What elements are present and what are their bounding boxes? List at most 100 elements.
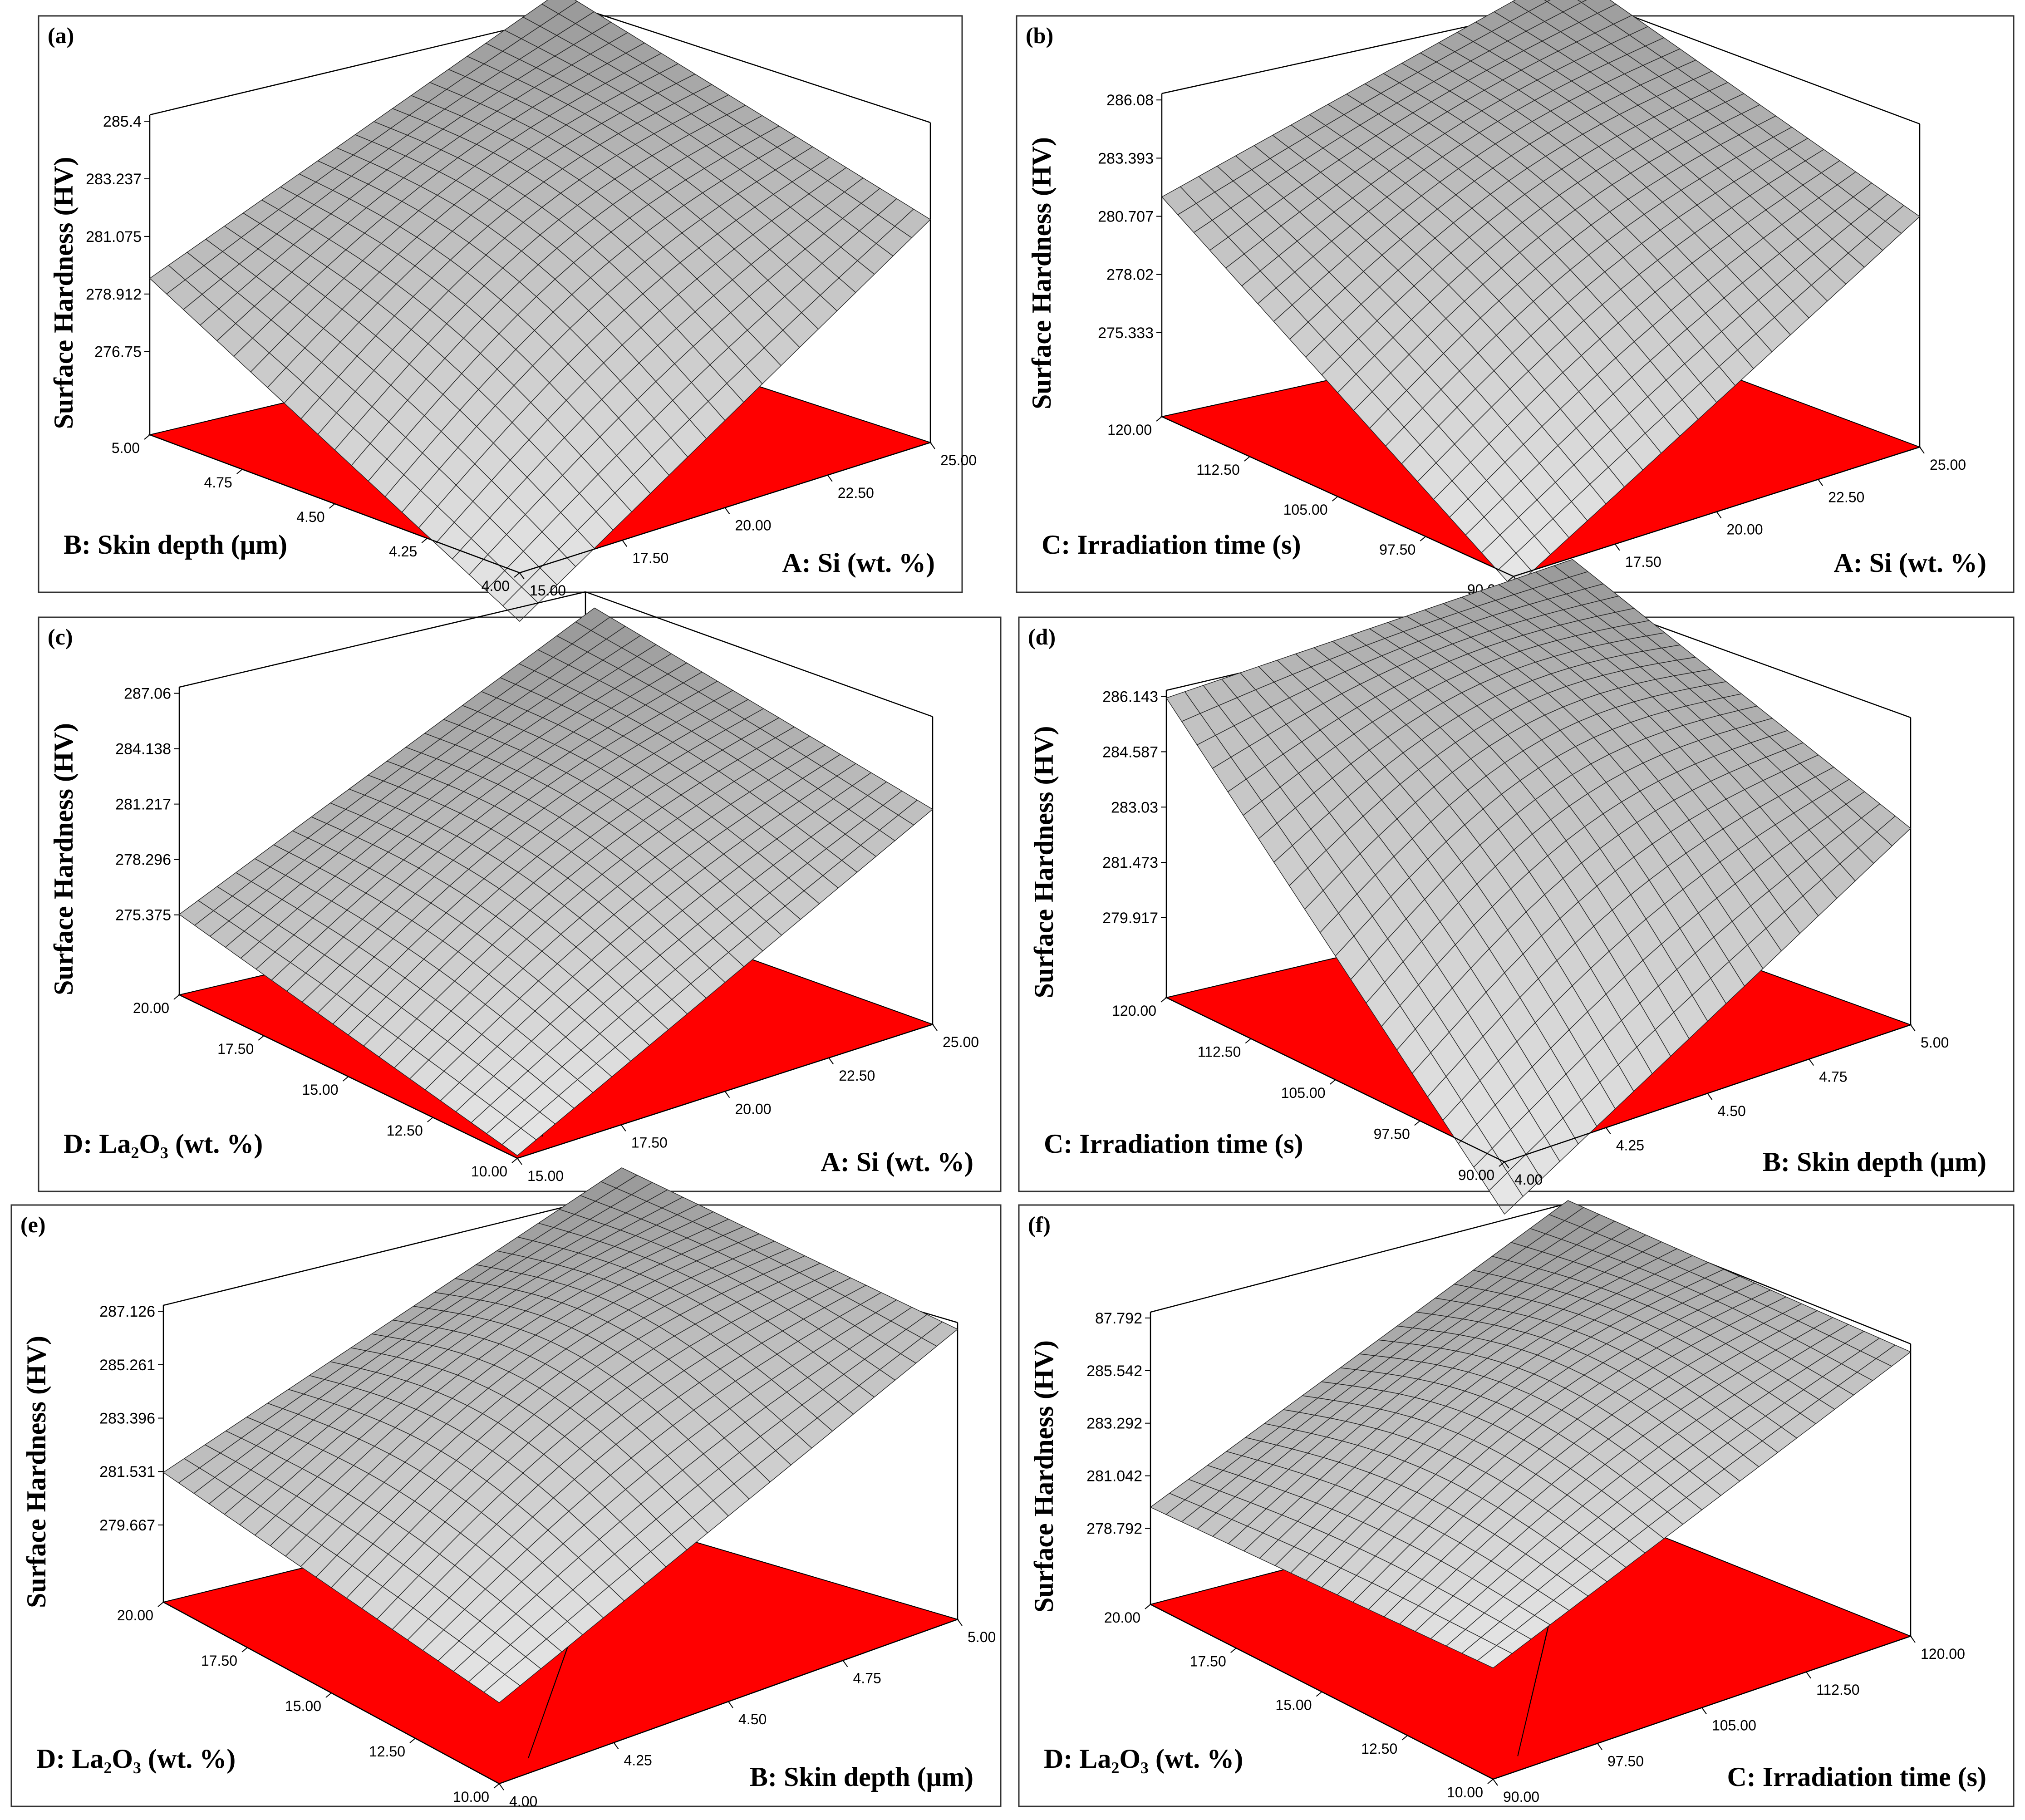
tick-mark bbox=[1160, 997, 1167, 1003]
right-axis-label: C: Irradiation time (s) bbox=[1727, 1762, 1986, 1792]
z-axis-label: Surface Hardness (HV) bbox=[49, 157, 79, 429]
z-tick-label: 286.143 bbox=[1102, 689, 1158, 706]
tick-label: 97.50 bbox=[1374, 1126, 1410, 1142]
panel-label: (c) bbox=[48, 624, 73, 649]
tick-label: 97.50 bbox=[1607, 1753, 1644, 1769]
panel-label: (a) bbox=[48, 23, 74, 48]
z-tick-label: 285.542 bbox=[1086, 1363, 1142, 1380]
tick-mark bbox=[409, 1738, 416, 1743]
surface-mesh bbox=[162, 1167, 958, 1703]
z-tick-label: 279.917 bbox=[1102, 910, 1158, 927]
tick-label: 15.00 bbox=[527, 1168, 564, 1184]
tick-label: 5.00 bbox=[968, 1629, 996, 1645]
right-axis: 15.00 17.50 20.00 22.50 25.00 bbox=[517, 1024, 979, 1184]
z-tick-label: 280.707 bbox=[1098, 208, 1154, 226]
panel-label: (b) bbox=[1026, 23, 1053, 48]
tick-mark bbox=[728, 1701, 733, 1708]
tick-mark bbox=[930, 442, 935, 449]
tick-label: 20.00 bbox=[735, 517, 772, 534]
chart-panel-b: (b) 275.333 278.02 280.707 283.393 286.08 Surf… bbox=[1016, 0, 2015, 602]
chart-panel-a: (a) 276.75 278.912 281.075 283.237 285.4 Surfa… bbox=[38, 0, 977, 622]
z-tick-label: 275.333 bbox=[1098, 325, 1154, 342]
box-edge bbox=[587, 10, 931, 123]
surface-cell bbox=[501, 1128, 537, 1156]
z-tick-label: 278.912 bbox=[86, 286, 142, 303]
tick-label: 17.50 bbox=[1625, 554, 1661, 570]
tick-mark bbox=[1504, 1161, 1509, 1169]
z-tick-label: 278.296 bbox=[115, 851, 171, 869]
z-axis: 279.917 281.473 283.03 284.587 286.143 bbox=[1102, 689, 1166, 927]
tick-mark bbox=[1919, 447, 1925, 454]
tick-label: 25.00 bbox=[943, 1034, 979, 1050]
tick-mark bbox=[1499, 1161, 1505, 1167]
z-axis-label: Surface Hardness (HV) bbox=[21, 1336, 51, 1608]
surface-mesh bbox=[1150, 1200, 1912, 1668]
left-axis-label: D: La₂O₃ (wt. %) bbox=[1044, 1744, 1243, 1774]
tick-label: 20.00 bbox=[133, 1000, 169, 1016]
z-tick-label: 275.375 bbox=[115, 907, 171, 924]
tick-mark bbox=[827, 475, 833, 482]
tick-label: 105.00 bbox=[1712, 1717, 1756, 1734]
box-edge bbox=[585, 591, 933, 718]
chart-panel-e: (e) 279.667 281.531 283.396 285.261 287.126 Su… bbox=[10, 1167, 1002, 1810]
tick-mark bbox=[622, 540, 628, 547]
z-axis: 279.667 281.531 283.396 285.261 287.126 bbox=[99, 1303, 163, 1534]
tick-mark bbox=[1420, 536, 1426, 541]
right-axis: 4.00 4.25 4.50 4.75 5.00 bbox=[1504, 1024, 1949, 1188]
z-tick-label: 287.126 bbox=[99, 1303, 155, 1320]
z-tick-label: 281.473 bbox=[1102, 854, 1158, 871]
tick-label: 25.00 bbox=[1930, 457, 1966, 473]
tick-label: 4.50 bbox=[738, 1711, 767, 1727]
surface-cell bbox=[1489, 1172, 1524, 1215]
tick-mark bbox=[1910, 1636, 1916, 1643]
tick-mark bbox=[421, 538, 428, 543]
tick-mark bbox=[1245, 1038, 1251, 1044]
z-tick-label: 284.138 bbox=[115, 741, 171, 758]
tick-mark bbox=[511, 1158, 518, 1163]
box-edge bbox=[1588, 0, 1920, 125]
z-tick-label: 286.08 bbox=[1106, 92, 1154, 109]
tick-mark bbox=[1329, 1079, 1336, 1085]
tick-mark bbox=[1605, 1127, 1611, 1135]
tick-mark bbox=[329, 503, 335, 509]
tick-mark bbox=[1818, 479, 1823, 486]
tick-label: 4.75 bbox=[204, 474, 232, 491]
box-edge bbox=[179, 591, 586, 688]
tick-label: 25.00 bbox=[940, 452, 977, 468]
z-tick-label: 284.587 bbox=[1102, 743, 1158, 761]
surface-cell bbox=[483, 1674, 521, 1703]
surface-mesh bbox=[1161, 0, 1921, 589]
box-edge bbox=[163, 1206, 565, 1306]
z-tick-label: 285.4 bbox=[103, 113, 142, 130]
z-axis: 278.792 281.042 283.292 285.542 87.792 bbox=[1086, 1310, 1150, 1538]
chart-panel-d: (d) 279.917 281.473 283.03 284.587 286.143 Sur… bbox=[1018, 559, 2015, 1215]
tick-label: 4.50 bbox=[1718, 1103, 1746, 1119]
tick-mark bbox=[519, 572, 525, 580]
tick-label: 22.50 bbox=[839, 1067, 875, 1084]
tick-mark bbox=[724, 1091, 730, 1098]
z-tick-label: 278.792 bbox=[1086, 1520, 1142, 1538]
z-tick-label: 276.75 bbox=[94, 344, 142, 361]
tick-label: 12.50 bbox=[387, 1122, 423, 1139]
z-tick-label: 283.396 bbox=[99, 1410, 155, 1427]
tick-mark bbox=[342, 1076, 349, 1082]
right-axis-label: A: Si (wt. %) bbox=[821, 1147, 973, 1177]
tick-mark bbox=[1508, 576, 1514, 581]
tick-mark bbox=[1230, 1648, 1237, 1653]
tick-label: 4.50 bbox=[296, 509, 324, 525]
tick-mark bbox=[1614, 544, 1620, 551]
tick-label: 4.25 bbox=[1616, 1137, 1644, 1154]
tick-label: 10.00 bbox=[1447, 1784, 1483, 1800]
z-axis-label: Surface Hardness (HV) bbox=[1029, 1340, 1059, 1613]
tick-label: 90.00 bbox=[1458, 1167, 1494, 1183]
tick-mark bbox=[932, 1024, 938, 1031]
tick-label: 120.00 bbox=[1107, 422, 1152, 438]
tick-label: 12.50 bbox=[369, 1743, 405, 1760]
surface-cell bbox=[1477, 1645, 1513, 1668]
z-tick-label: 279.667 bbox=[99, 1517, 155, 1534]
tick-label: 112.50 bbox=[1816, 1682, 1860, 1698]
tick-mark bbox=[1414, 1120, 1420, 1126]
z-tick-label: 287.06 bbox=[124, 685, 171, 703]
left-axis: 10.00 12.50 15.00 17.50 20.00 bbox=[133, 994, 518, 1180]
z-axis-label: Surface Hardness (HV) bbox=[1027, 137, 1057, 409]
